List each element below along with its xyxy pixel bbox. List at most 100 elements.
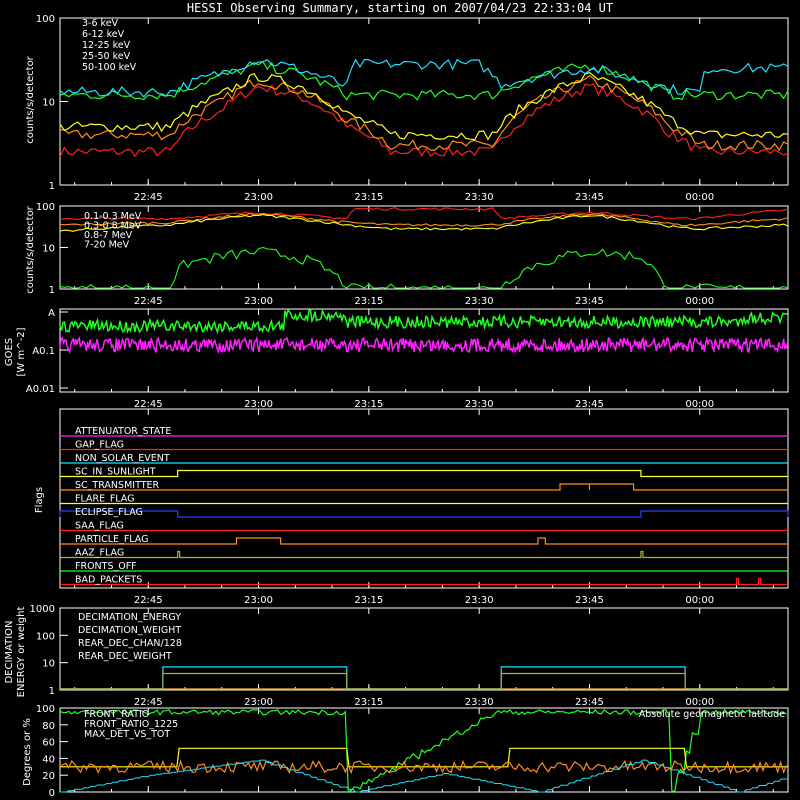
panel-counts-high-xtick-label: 00:00 bbox=[685, 296, 714, 307]
panel-decimation-xtick-label: 23:45 bbox=[575, 697, 604, 708]
panel-decimation-frame bbox=[59, 607, 789, 691]
series-line-12-25-kev bbox=[59, 72, 789, 141]
panel-flags-xtick-label: 23:30 bbox=[465, 595, 494, 606]
flag-label: FRONTS_OFF bbox=[75, 561, 137, 572]
legend-entry: 25-50 keV bbox=[82, 51, 131, 62]
panel-decimation-xtick-label: 23:30 bbox=[465, 697, 494, 708]
panel-flags-xtick-label: 23:15 bbox=[354, 595, 383, 606]
panel-decimation-ylabel-2: ENERGY or weight bbox=[16, 607, 27, 698]
panel-flags-xtick-label: 00:00 bbox=[685, 595, 714, 606]
panel-goes-xtick-label: 00:00 bbox=[685, 399, 714, 410]
panel-counts-low-xtick-label: 23:45 bbox=[575, 192, 604, 203]
panel-counts-low-xtick-label: 23:00 bbox=[244, 192, 273, 203]
panel-decimation-xtick-label: 23:00 bbox=[244, 697, 273, 708]
legend-entry: REAR_DEC_CHAN/128 bbox=[78, 638, 182, 649]
flag-line-sc-in-sunlight bbox=[60, 469, 788, 478]
panel-decimation-ytick-label: 10 bbox=[42, 659, 55, 670]
panel-flags-frame bbox=[59, 408, 789, 589]
legend-entry: 6-12 keV bbox=[82, 29, 125, 40]
series-line-50-100-kev bbox=[59, 58, 789, 98]
flag-label: GAP_FLAG bbox=[75, 440, 124, 451]
flag-label: FLARE_FLAG bbox=[75, 494, 135, 505]
legend-entry: 0.8-7 MeV bbox=[84, 230, 133, 241]
legend-entry: MAX_DET_VS_TOT bbox=[84, 729, 170, 740]
panel-decimation-xtick-label: 00:00 bbox=[685, 697, 714, 708]
panel-counts-high-xtick-label: 23:45 bbox=[575, 296, 604, 307]
panel-counts-low-xtick-label: 23:30 bbox=[465, 192, 494, 203]
panel-goes-xtick-label: 23:30 bbox=[465, 399, 494, 410]
series-line-7-20-mev bbox=[59, 246, 789, 289]
panel-counts-low-xtick-label: 23:15 bbox=[354, 192, 383, 203]
panel-goes-ytick-label: A0.1 bbox=[32, 346, 55, 357]
series-line-rear-dec-chan-128 bbox=[60, 666, 788, 690]
flag-label: SC_TRANSMITTER bbox=[75, 480, 160, 491]
panel-ratios-ytick-label: 0 bbox=[49, 788, 55, 799]
panel-flags-xtick-label: 23:45 bbox=[575, 595, 604, 606]
legend-entry: 12-25 keV bbox=[82, 40, 131, 51]
flag-line-bad-packets bbox=[60, 577, 788, 586]
flag-label: NON_SOLAR_EVENT bbox=[75, 453, 170, 464]
panel-ratios-ytick-label: 80 bbox=[42, 721, 55, 732]
legend-entry: 3-6 keV bbox=[82, 18, 119, 29]
panel-goes-xtick-label: 23:00 bbox=[244, 399, 273, 410]
flag-label: SC_IN_SUNLIGHT bbox=[75, 467, 156, 478]
series-line-6-12-kev bbox=[59, 74, 789, 152]
panel-counts-low-ylabel: counts/s/detector bbox=[25, 55, 36, 143]
panel-goes-xtick-label: 23:45 bbox=[575, 399, 604, 410]
panel-counts-low-xtick-label: 22:45 bbox=[134, 192, 163, 203]
legend-entry: FRONT_RATIO_1225 bbox=[84, 719, 178, 730]
annotation-label: Absolute geomagnetic latitude bbox=[639, 709, 785, 720]
page-title: HESSI Observing Summary, starting on 200… bbox=[186, 1, 614, 15]
series-line-max-det-vs-tot bbox=[59, 759, 788, 775]
panel-ratios-ytick-label: 100 bbox=[36, 704, 55, 715]
series-line-0-3-0-8-mev bbox=[59, 212, 789, 227]
series-line-3-6-kev bbox=[59, 83, 789, 158]
panel-decimation-ylabel: DECIMATION bbox=[4, 620, 15, 683]
panel-counts-low-ytick-label: 10 bbox=[42, 98, 55, 109]
panel-flags-xtick-label: 23:00 bbox=[244, 595, 273, 606]
flag-line-sc-transmitter bbox=[60, 483, 788, 491]
flag-line-eclipse-flag bbox=[59, 510, 789, 518]
panel-flags-ylabel: Flags bbox=[34, 487, 45, 513]
series-line-0-1-0-3-mev bbox=[59, 207, 789, 221]
panel-goes-ytick-label: A bbox=[48, 308, 55, 319]
panel-counts-high-ytick-label: 100 bbox=[36, 202, 55, 213]
panel-counts-high-xtick-label: 23:00 bbox=[244, 296, 273, 307]
series-line-front-ratio bbox=[59, 708, 787, 793]
panel-decimation-xtick-label: 23:15 bbox=[354, 697, 383, 708]
legend-entry: 0.1-0.3 MeV bbox=[84, 211, 142, 222]
panel-goes-ylabel-unit: [W m^-2] bbox=[16, 327, 27, 376]
series-line-absolute-geomagnetic-latitude bbox=[60, 759, 788, 793]
legend-entry: 0.3-0.8 MeV bbox=[84, 221, 142, 232]
panel-flags-xtick-label: 22:45 bbox=[134, 595, 163, 606]
panel-counts-high-ylabel: counts/s/detector bbox=[25, 205, 36, 293]
panel-goes-ytick-label: A0.01 bbox=[26, 384, 55, 395]
panel-counts-low-xtick-label: 00:00 bbox=[685, 192, 714, 203]
panel-goes-xtick-label: 23:15 bbox=[354, 399, 383, 410]
panel-ratios-ylabel: Degrees or % bbox=[22, 718, 33, 786]
panel-decimation-xtick-label: 22:45 bbox=[134, 697, 163, 708]
panel-ratios-ytick-label: 60 bbox=[42, 738, 55, 749]
legend-entry: 7-20 MeV bbox=[84, 240, 130, 251]
flag-line-aaz-flag bbox=[60, 550, 788, 559]
flag-label: ATTENUATOR_STATE bbox=[75, 426, 171, 437]
legend-entry: REAR_DEC_WEIGHT bbox=[78, 651, 172, 662]
panel-decimation-ytick-label: 100 bbox=[36, 631, 55, 642]
series-line-rear-dec-weight bbox=[60, 672, 788, 690]
panel-ratios-ytick-label: 20 bbox=[42, 771, 55, 782]
legend-entry: DECIMATION_ENERGY bbox=[78, 612, 181, 623]
panel-counts-high-xtick-label: 22:45 bbox=[134, 296, 163, 307]
flag-label: PARTICLE_FLAG bbox=[75, 534, 148, 545]
panel-counts-high-xtick-label: 23:30 bbox=[465, 296, 494, 307]
panel-counts-high-xtick-label: 23:15 bbox=[354, 296, 383, 307]
panel-counts-low-ytick-label: 1 bbox=[49, 181, 55, 192]
panel-counts-high-ytick-label: 10 bbox=[42, 244, 55, 255]
panel-goes-ylabel: GOES bbox=[4, 338, 15, 366]
panel-ratios-frame bbox=[59, 707, 789, 793]
series-line-0-8-7-mev bbox=[59, 214, 789, 232]
flag-label: ECLIPSE_FLAG bbox=[75, 507, 143, 518]
series-line-goes-long bbox=[59, 307, 788, 335]
panel-counts-high-ytick-label: 1 bbox=[49, 285, 55, 296]
panel-ratios-ytick-label: 40 bbox=[42, 754, 55, 765]
